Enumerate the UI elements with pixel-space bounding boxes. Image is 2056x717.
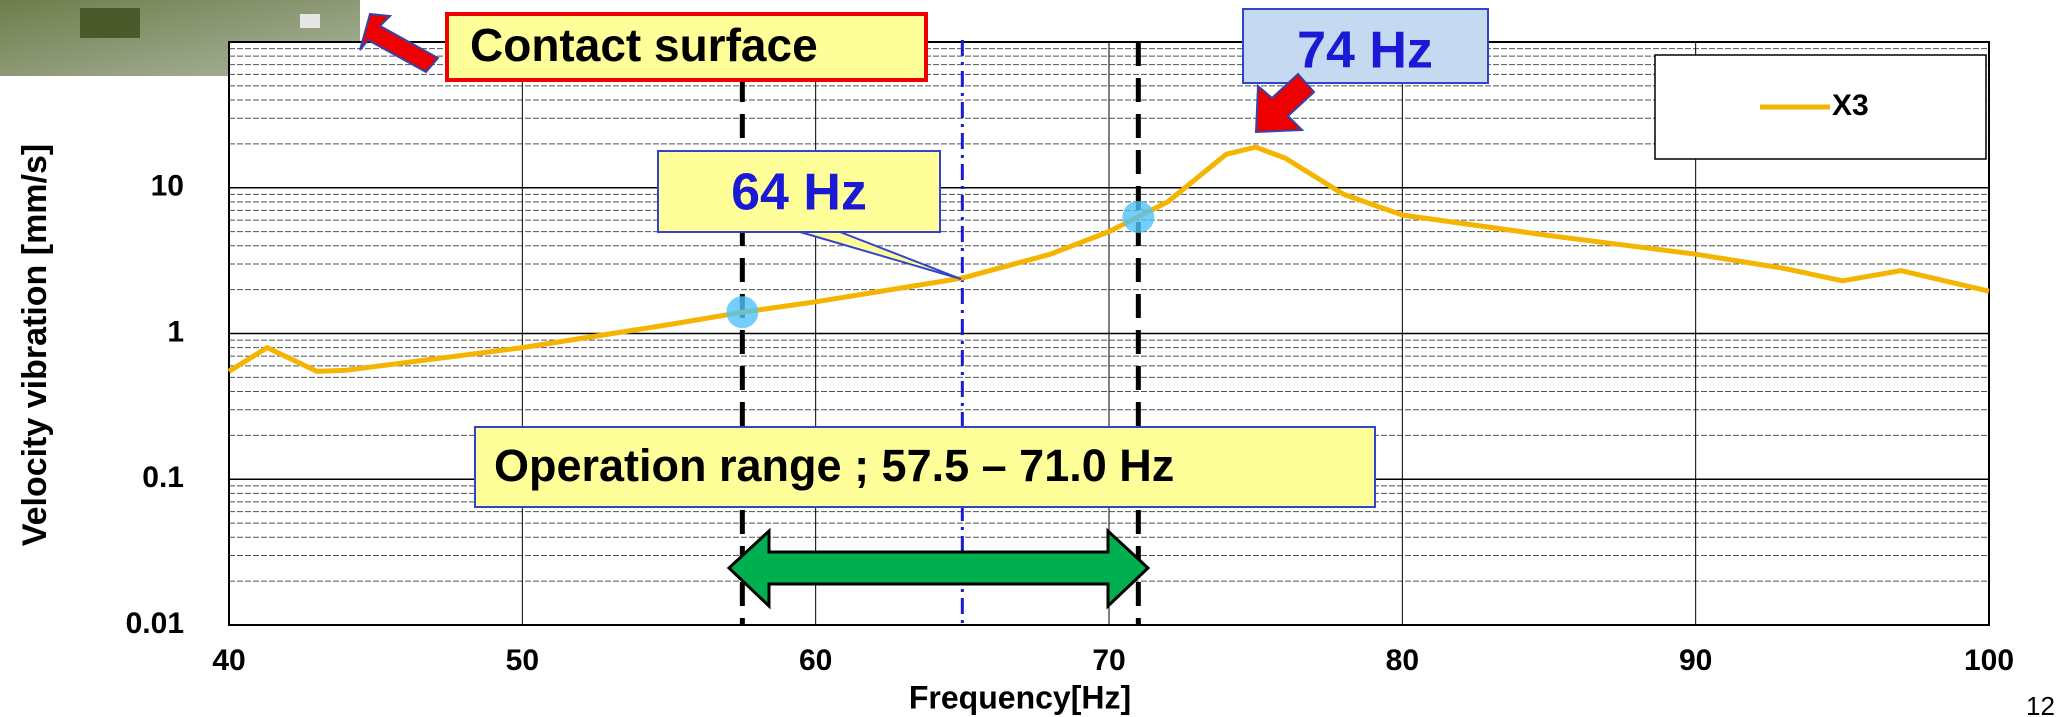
annotation: 64 Hz [731, 164, 867, 222]
highlight-point [1122, 201, 1154, 233]
y-tick-label: 0.01 [126, 607, 184, 640]
x-tick-label: 80 [1386, 644, 1419, 677]
annotation: Operation range ; 57.5 – 71.0 Hz [494, 440, 1174, 491]
chart: 0.01 0.1 1 10 40 50 60 70 80 90 100 Contact surfac… [0, 0, 2056, 717]
x-tick-label: 40 [212, 644, 245, 677]
photo-detail [300, 14, 320, 28]
y-tick-label: 1 [167, 315, 184, 348]
x-axis-title: Frequency[Hz] [909, 679, 1131, 715]
x-tick-label: 70 [1092, 644, 1125, 677]
y-tick-label: 10 [151, 170, 184, 203]
x-tick-label: 50 [506, 644, 539, 677]
annotation: Contact surface [470, 19, 818, 71]
highlight-point [726, 296, 758, 328]
annotation: 74 Hz [1297, 22, 1433, 80]
x-tick-label: 90 [1679, 644, 1712, 677]
y-tick-label: 0.1 [142, 461, 184, 494]
y-axis-title: Velocity vibration [mm/s] [16, 144, 54, 546]
page-number: 12 [2026, 691, 2055, 717]
x-tick-label: 100 [1964, 644, 2014, 677]
x-tick-label: 60 [799, 644, 832, 677]
photo-detail [80, 8, 140, 38]
legend-label: X3 [1832, 89, 1869, 122]
